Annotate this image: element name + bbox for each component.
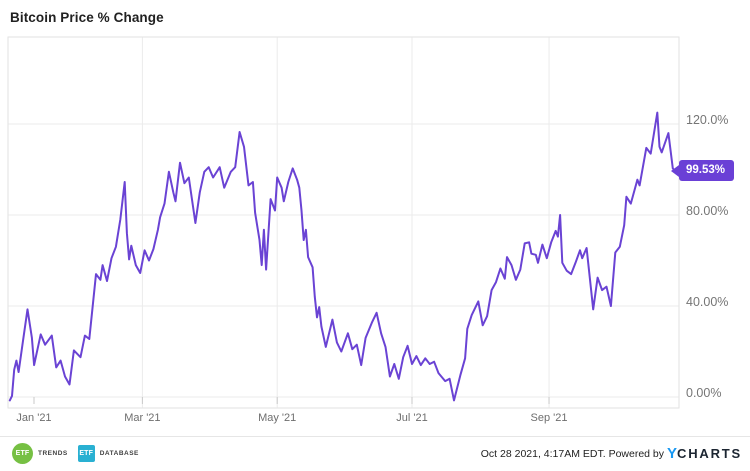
etf-database-logo-text: ETF bbox=[79, 449, 94, 457]
badge-value: 99.53% bbox=[686, 164, 726, 176]
last-value-badge: 99.53% bbox=[671, 160, 735, 181]
y-tick-label: 40.00% bbox=[686, 295, 729, 309]
timestamp-text: Oct 28 2021, 4:17AM EDT. Powered by bbox=[480, 447, 665, 460]
x-tick-label: Mar '21 bbox=[124, 412, 161, 424]
ycharts-y-icon: Y bbox=[667, 445, 678, 462]
y-tick-label: 120.0% bbox=[686, 113, 729, 127]
x-tick-label: Sep '21 bbox=[530, 412, 568, 424]
ycharts-wordmark: CHARTS bbox=[677, 446, 742, 461]
footer-logos: ETF TRENDS ETF DATABASE bbox=[12, 441, 139, 465]
y-tick-label: 80.00% bbox=[686, 204, 729, 218]
chart-title: Bitcoin Price % Change bbox=[10, 10, 164, 25]
x-tick-label: May '21 bbox=[258, 412, 297, 424]
attribution: Oct 28 2021, 4:17AM EDT. Powered by Y CH… bbox=[481, 437, 742, 470]
x-tick-label: Jan '21 bbox=[16, 412, 52, 424]
etf-trends-logo-text: ETF bbox=[15, 449, 30, 457]
badge-pointer-icon bbox=[671, 164, 679, 177]
etf-trends-logo-icon[interactable]: ETF bbox=[12, 442, 33, 464]
plot-border bbox=[7, 36, 680, 409]
etf-database-logo-icon[interactable]: ETF bbox=[77, 444, 95, 462]
x-tick-label: Jul '21 bbox=[396, 412, 428, 424]
y-tick-label: 0.00% bbox=[686, 386, 722, 400]
footer-bar: ETF TRENDS ETF DATABASE Oct 28 2021, 4:1… bbox=[0, 436, 750, 471]
etf-trends-wordmark: TRENDS bbox=[38, 449, 68, 457]
ycharts-logo[interactable]: Y CHARTS bbox=[667, 446, 742, 461]
etf-database-wordmark: DATABASE bbox=[99, 449, 139, 457]
price-line bbox=[8, 111, 676, 402]
